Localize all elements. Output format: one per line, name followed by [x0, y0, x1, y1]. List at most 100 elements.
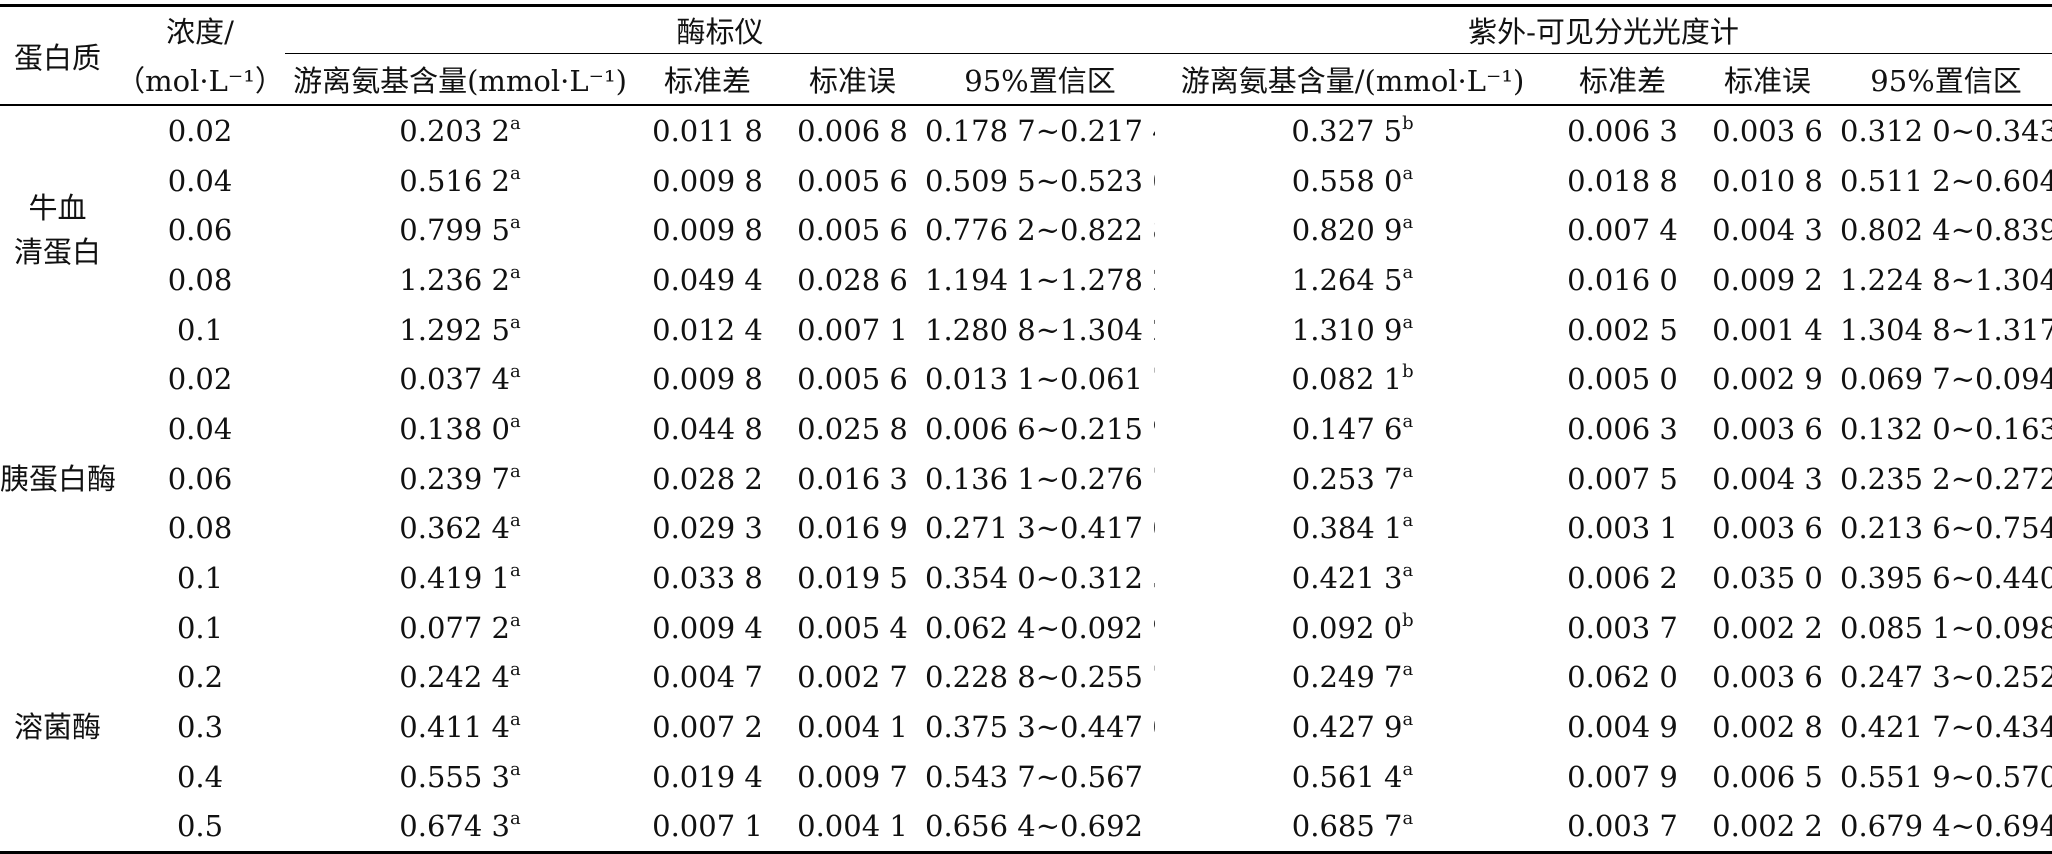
uv-ci-cell: 0.085 1~0.098 2 [1840, 610, 2052, 645]
concentration-cell: 0.06 [167, 461, 233, 496]
pr-amino-cell: 0.411 4a [285, 702, 635, 752]
pr-ci-cell: 0.006 6~0.215 9 [925, 411, 1156, 446]
table-row: 0.04 0.516 2a 0.009 8 0.005 6 0.509 5~0.523 … [0, 156, 2052, 206]
pr-sd-cell: 0.007 1 [635, 801, 780, 854]
pr-ci-cell: 0.271 3~0.417 0 [925, 511, 1156, 546]
concentration-cell: 0.1 [176, 610, 224, 645]
protein-name-cell: 溶菌酶 [0, 602, 115, 854]
pr-se-cell: 0.002 7 [797, 660, 908, 695]
uv-sd-cell: 0.003 1 [1567, 511, 1678, 546]
significance-letter: a [1402, 659, 1414, 681]
uv-se-cell: 0.009 2 [1712, 262, 1823, 297]
pr-ci-cell: 0.375 3~0.447 0 [925, 710, 1156, 745]
uv-sd-cell: 0.003 7 [1550, 801, 1696, 854]
significance-letter: a [509, 112, 521, 134]
amino-value: 0.558 0 [1291, 163, 1403, 198]
uv-sd-cell: 0.016 0 [1567, 262, 1678, 297]
table-row: 牛血 清蛋白 0.02 0.203 2a 0.011 8 0.006 8 0.178 7~0… [0, 105, 2052, 269]
pr-amino-cell: 0.362 4a [285, 504, 635, 554]
uv-amino-cell: 1.264 5a [1155, 255, 1550, 305]
uv-ci-cell: 0.421 7~0.434 0 [1840, 710, 2052, 745]
amino-value: 0.419 1 [399, 561, 510, 596]
concentration-cell: 0.5 [115, 801, 285, 854]
pr-sd-cell: 0.007 2 [652, 710, 763, 745]
table-row: 0.1 1.292 5a 0.012 4 0.007 1 1.280 8~1.304 2… [0, 305, 2052, 355]
uv-amino-cell: 0.147 6a [1155, 404, 1550, 454]
significance-letter: a [509, 758, 521, 780]
pr-sd-cell: 0.044 8 [652, 411, 763, 446]
pr-ci-cell: 1.194 1~1.278 2 [925, 262, 1156, 297]
pr-se-cell: 0.007 1 [797, 312, 908, 347]
uv-sd-cell: 0.004 9 [1567, 710, 1678, 745]
pr-amino-cell: 0.239 7a [285, 454, 635, 504]
uv-se-cell: 0.003 6 [1712, 660, 1823, 695]
header-concentration-line2: （mol·L⁻¹） [115, 53, 285, 106]
protein-name-cell: 牛血 清蛋白 [0, 105, 115, 354]
uv-sd-cell: 0.007 9 [1567, 759, 1678, 794]
uv-amino-cell: 0.092 0b [1155, 603, 1550, 653]
concentration-cell: 0.2 [176, 660, 224, 695]
uv-ci-cell: 0.802 4~0.839 4 [1840, 213, 2052, 248]
amino-value: 0.077 2 [399, 610, 510, 645]
amino-value: 0.138 0 [399, 411, 510, 446]
significance-letter: a [509, 659, 521, 681]
uv-se-cell: 0.002 2 [1712, 610, 1823, 645]
table-row: 0.5 0.674 3a 0.007 1 0.004 1 0.656 4~0.692 1… [0, 801, 2052, 854]
pr-sd-cell: 0.033 8 [652, 561, 763, 596]
uv-sd-cell: 0.018 8 [1567, 163, 1678, 198]
uv-amino-cell: 0.820 9a [1155, 205, 1550, 255]
uv-amino-cell: 0.685 7a [1155, 801, 1551, 854]
amino-value: 0.253 7 [1291, 461, 1403, 496]
significance-letter: a [1402, 808, 1414, 830]
uv-sd-cell: 0.007 4 [1567, 213, 1678, 248]
protein-name-line: 胰蛋白酶 [0, 461, 115, 496]
significance-letter: b [1402, 361, 1414, 383]
pr-se-cell: 0.009 7 [797, 759, 908, 794]
pr-sd-cell: 0.009 8 [652, 362, 763, 397]
concentration-cell: 0.06 [167, 213, 233, 248]
uv-amino-cell: 0.427 9a [1155, 702, 1550, 752]
table-row: 0.06 0.239 7a 0.028 2 0.016 3 0.136 1~0.276 … [0, 454, 2052, 504]
uv-amino-cell: 0.082 1b [1155, 354, 1550, 404]
pr-se-cell: 0.006 8 [797, 113, 908, 148]
uv-ci-cell: 1.224 8~1.304 2 [1840, 262, 2052, 297]
pr-ci-cell: 0.178 7~0.217 4 [925, 113, 1156, 148]
uv-ci-cell: 0.213 6~0.754 7 [1840, 511, 2052, 546]
uv-se-cell: 0.003 6 [1712, 411, 1823, 446]
amino-value: 0.820 9 [1291, 213, 1403, 248]
pr-ci-cell: 0.656 4~0.692 1 [925, 801, 1156, 854]
uv-amino-cell: 0.558 0a [1155, 156, 1550, 206]
uv-sd-cell: 0.007 5 [1567, 461, 1678, 496]
amino-value: 0.561 4 [1291, 759, 1403, 794]
concentration-cell: 0.02 [167, 362, 233, 397]
pr-sd-cell: 0.049 4 [652, 262, 763, 297]
significance-letter: a [509, 361, 521, 383]
pr-sd-cell: 0.011 8 [652, 113, 763, 148]
table-body: 牛血 清蛋白 0.02 0.203 2a 0.011 8 0.006 8 0.178 7~0… [0, 105, 2052, 854]
uv-sd-cell: 0.003 7 [1567, 610, 1678, 645]
pr-amino-cell: 0.555 3a [285, 752, 635, 802]
header-uv-amino: 游离氨基含量/(mmol·L⁻¹) [1155, 53, 1551, 106]
pr-sd-cell: 0.019 4 [652, 759, 763, 794]
significance-letter: b [1402, 609, 1414, 631]
uv-sd-cell: 0.006 3 [1567, 113, 1678, 148]
pr-sd-cell: 0.028 2 [652, 461, 763, 496]
pr-ci-cell: 0.062 4~0.092 9 [925, 610, 1156, 645]
pr-amino-cell: 0.037 4a [285, 354, 635, 404]
amino-value: 0.421 3 [1291, 561, 1403, 596]
protein-name-line: 牛血 [28, 191, 87, 226]
significance-letter: a [509, 709, 521, 731]
pr-amino-cell: 0.138 0a [285, 404, 635, 454]
uv-se-cell: 0.004 3 [1712, 461, 1823, 496]
pr-amino-cell: 1.236 2a [285, 255, 635, 305]
uv-se-cell: 0.002 2 [1695, 801, 1841, 854]
amino-value: 0.674 3 [399, 809, 510, 844]
pr-amino-cell: 0.799 5a [285, 205, 635, 255]
table-row: 溶菌酶 0.1 0.077 2a 0.009 4 0.005 4 0.062 4~0.09… [0, 602, 2052, 854]
table-row: 0.4 0.555 3a 0.019 4 0.009 7 0.543 7~0.567 1… [0, 752, 2052, 802]
table-row: 0.1 0.419 1a 0.033 8 0.019 5 0.354 0~0.312 3… [0, 553, 2052, 603]
uv-se-cell: 0.003 6 [1712, 511, 1823, 546]
pr-se-cell: 0.028 6 [797, 262, 908, 297]
significance-letter: a [1402, 460, 1414, 482]
